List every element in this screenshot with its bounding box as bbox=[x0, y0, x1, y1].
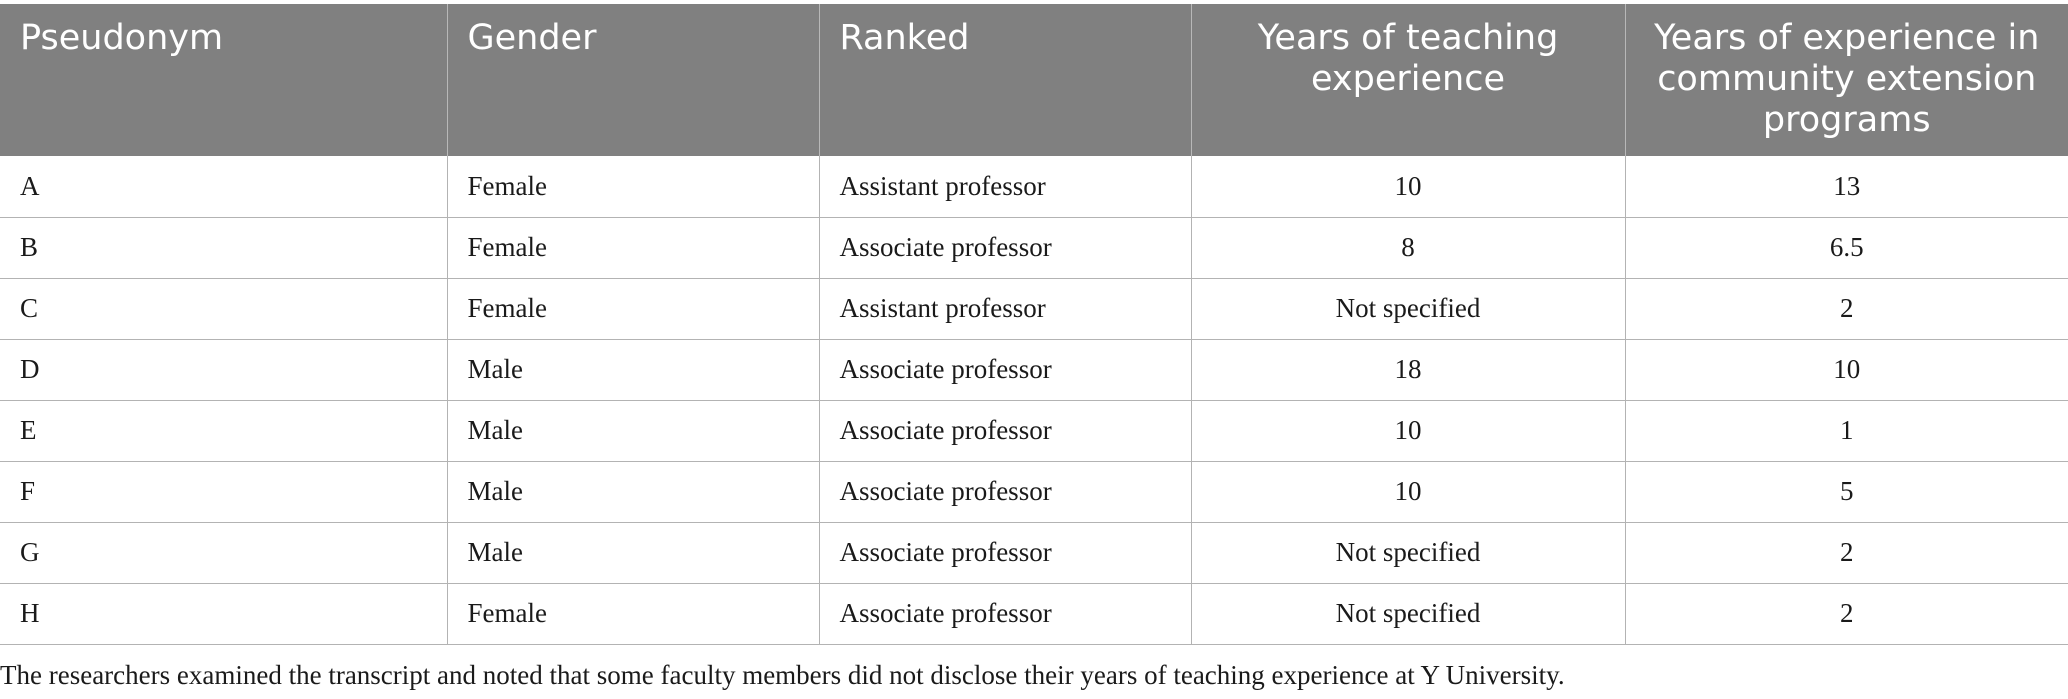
table-row: H Female Associate professor Not specifi… bbox=[0, 583, 2068, 645]
cell-years-teaching: Not specified bbox=[1191, 583, 1626, 645]
cell-years-teaching: 8 bbox=[1191, 217, 1626, 279]
cell-years-extension: 10 bbox=[1625, 339, 2068, 401]
table-row: A Female Assistant professor 10 13 bbox=[0, 156, 2068, 218]
cell-years-extension: 13 bbox=[1625, 156, 2068, 218]
cell-gender: Male bbox=[447, 461, 820, 523]
cell-years-teaching: Not specified bbox=[1191, 522, 1626, 584]
cell-years-teaching: 10 bbox=[1191, 461, 1626, 523]
cell-years-extension: 2 bbox=[1625, 278, 2068, 340]
table-body: A Female Assistant professor 10 13 B Fem… bbox=[0, 156, 2068, 645]
header-gender: Gender bbox=[447, 4, 820, 156]
participants-table: Pseudonym Gender Ranked Years of teachin… bbox=[0, 4, 2068, 645]
cell-gender: Female bbox=[447, 156, 820, 218]
cell-pseudonym: A bbox=[0, 156, 448, 218]
cell-pseudonym: B bbox=[0, 217, 448, 279]
cell-ranked: Assistant professor bbox=[819, 278, 1192, 340]
participants-table-container: Pseudonym Gender Ranked Years of teachin… bbox=[0, 4, 2068, 645]
cell-years-extension: 1 bbox=[1625, 400, 2068, 462]
table-row: C Female Assistant professor Not specifi… bbox=[0, 278, 2068, 340]
cell-gender: Female bbox=[447, 583, 820, 645]
cell-gender: Male bbox=[447, 400, 820, 462]
table-header: Pseudonym Gender Ranked Years of teachin… bbox=[0, 4, 2068, 156]
cell-years-extension: 2 bbox=[1625, 583, 2068, 645]
cell-ranked: Associate professor bbox=[819, 217, 1192, 279]
cell-years-teaching: Not specified bbox=[1191, 278, 1626, 340]
header-years-extension: Years of experience in community extensi… bbox=[1625, 4, 2068, 156]
cell-pseudonym: D bbox=[0, 339, 448, 401]
table-row: E Male Associate professor 10 1 bbox=[0, 400, 2068, 462]
cell-ranked: Associate professor bbox=[819, 400, 1192, 462]
cell-ranked: Associate professor bbox=[819, 522, 1192, 584]
cell-years-extension: 2 bbox=[1625, 522, 2068, 584]
cell-pseudonym: E bbox=[0, 400, 448, 462]
cell-pseudonym: H bbox=[0, 583, 448, 645]
cell-years-teaching: 10 bbox=[1191, 156, 1626, 218]
cell-ranked: Associate professor bbox=[819, 583, 1192, 645]
cell-ranked: Associate professor bbox=[819, 461, 1192, 523]
cell-ranked: Assistant professor bbox=[819, 156, 1192, 218]
table-row: F Male Associate professor 10 5 bbox=[0, 461, 2068, 523]
table-row: B Female Associate professor 8 6.5 bbox=[0, 217, 2068, 279]
cell-gender: Female bbox=[447, 217, 820, 279]
header-years-teaching: Years of teaching experience bbox=[1191, 4, 1626, 156]
cell-pseudonym: G bbox=[0, 522, 448, 584]
header-ranked: Ranked bbox=[819, 4, 1192, 156]
header-pseudonym: Pseudonym bbox=[0, 4, 448, 156]
cell-pseudonym: C bbox=[0, 278, 448, 340]
cell-years-extension: 6.5 bbox=[1625, 217, 2068, 279]
cell-gender: Male bbox=[447, 522, 820, 584]
table-row: D Male Associate professor 18 10 bbox=[0, 339, 2068, 401]
header-row: Pseudonym Gender Ranked Years of teachin… bbox=[0, 4, 2068, 156]
cell-years-teaching: 18 bbox=[1191, 339, 1626, 401]
table-row: G Male Associate professor Not specified… bbox=[0, 522, 2068, 584]
cell-pseudonym: F bbox=[0, 461, 448, 523]
cell-ranked: Associate professor bbox=[819, 339, 1192, 401]
cell-years-extension: 5 bbox=[1625, 461, 2068, 523]
cell-years-teaching: 10 bbox=[1191, 400, 1626, 462]
cell-gender: Female bbox=[447, 278, 820, 340]
cell-gender: Male bbox=[447, 339, 820, 401]
table-footnote: The researchers examined the transcript … bbox=[0, 660, 1565, 690]
